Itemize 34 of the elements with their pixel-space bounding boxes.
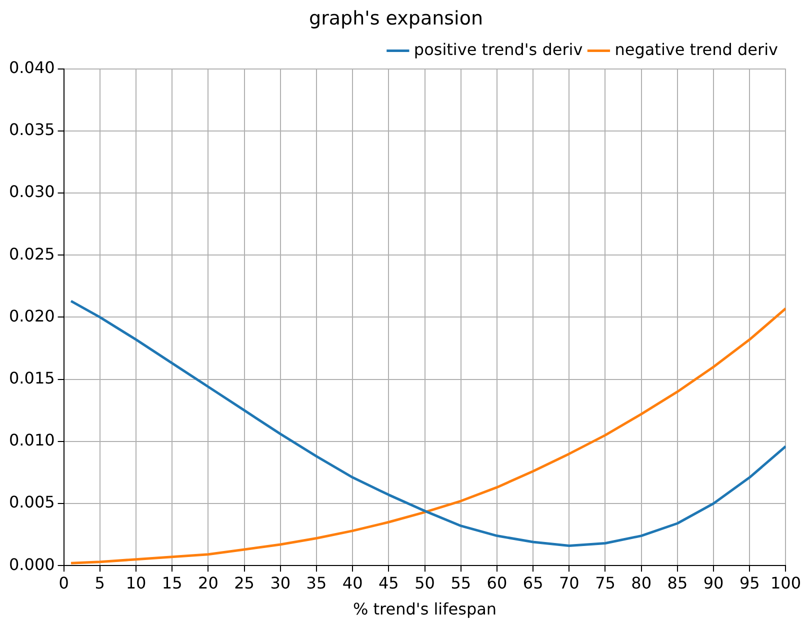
y-tick-label: 0.005 [8, 492, 55, 512]
x-tick-label: 35 [306, 573, 327, 592]
x-tick-label: 55 [450, 573, 472, 592]
x-tick-label: 60 [486, 573, 508, 592]
y-tick-label: 0.000 [8, 554, 55, 574]
x-tick-label: 0 [58, 573, 69, 592]
x-tick-label: 85 [667, 573, 688, 592]
x-tick-label: 40 [342, 573, 363, 592]
y-tick-label: 0.025 [8, 244, 55, 264]
x-tick-label: 10 [126, 573, 146, 592]
x-tick-label: 70 [558, 573, 580, 592]
x-tick-label: 65 [522, 573, 544, 592]
x-tick-label: 5 [94, 573, 105, 592]
y-tick-label: 0.015 [8, 368, 55, 388]
x-tick-label: 75 [595, 573, 616, 592]
x-axis-title: % trend's lifespan [352, 600, 497, 619]
x-tick-label: 45 [378, 573, 399, 592]
legend-label: negative trend deriv [614, 40, 778, 59]
x-tick-label: 95 [739, 573, 760, 592]
y-tick-label: 0.010 [8, 430, 55, 450]
y-tick-label: 0.040 [8, 58, 55, 77]
x-tick-label: 50 [414, 573, 435, 592]
legend-label: positive trend's deriv [414, 40, 583, 59]
y-tick-label: 0.020 [8, 306, 55, 326]
y-tick-label: 0.035 [8, 120, 55, 140]
x-tick-label: 25 [234, 573, 254, 592]
x-tick-label: 20 [198, 573, 218, 592]
x-tick-label: 30 [270, 573, 291, 592]
x-tick-label: 80 [631, 573, 652, 592]
x-tick-label: 90 [703, 573, 724, 592]
chart-title: graph's expansion [309, 7, 483, 30]
x-tick-label: 100 [770, 573, 802, 592]
x-tick-label: 15 [162, 573, 182, 592]
y-tick-label: 0.030 [8, 182, 55, 202]
